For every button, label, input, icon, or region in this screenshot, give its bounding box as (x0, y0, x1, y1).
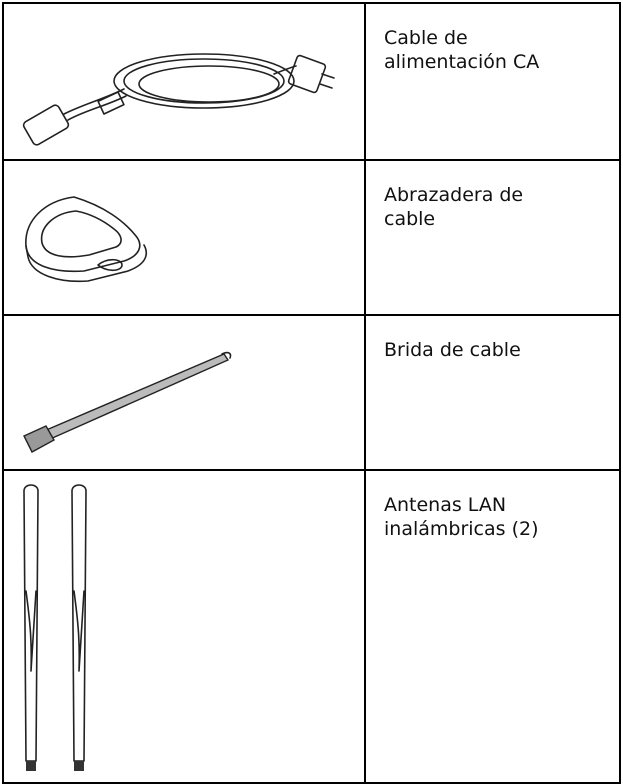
table-row: Cable de alimentación CA (2, 2, 621, 159)
cable-tie-illustration (23, 351, 232, 453)
item-label: Abrazadera de cable (384, 184, 524, 230)
image-cell (4, 316, 366, 469)
image-cell (4, 471, 366, 782)
item-label: Brida de cable (384, 339, 521, 361)
cable-clamp-illustration (25, 196, 148, 283)
item-label: Cable de alimentación CA (384, 27, 540, 73)
table-row: Brida de cable (2, 314, 621, 469)
table-row: Abrazadera de cable (2, 159, 621, 314)
item-label: Antenas LAN inalámbricas (2) (384, 494, 539, 540)
table-row: Antenas LAN inalámbricas (2) (2, 469, 621, 784)
antennas-illustration (23, 484, 87, 771)
image-cell (4, 161, 366, 314)
power-cable-illustration (22, 53, 335, 146)
image-cell (4, 4, 366, 159)
